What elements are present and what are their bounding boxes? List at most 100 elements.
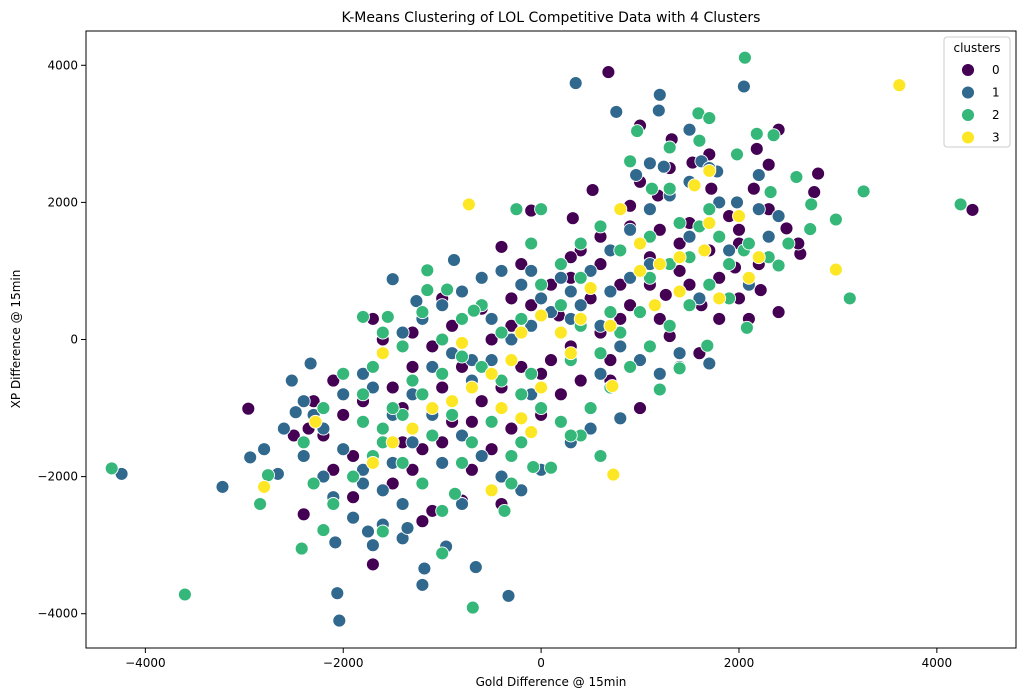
data-point-cluster-1	[652, 87, 667, 102]
x-tick-label: −4000	[125, 656, 166, 670]
data-point-cluster-0	[385, 476, 400, 491]
data-point-cluster-3	[534, 380, 549, 395]
data-point-cluster-2	[553, 414, 568, 429]
data-point-cluster-1	[514, 277, 529, 292]
data-point-cluster-2	[828, 212, 843, 227]
data-point-cluster-2	[700, 338, 715, 353]
data-point-cluster-1	[623, 222, 638, 237]
data-point-cluster-1	[583, 421, 598, 436]
data-point-cluster-1	[435, 455, 450, 470]
data-point-cluster-2	[524, 236, 539, 251]
data-point-cluster-3	[445, 394, 460, 409]
data-point-cluster-3	[892, 78, 907, 93]
x-tick-label: 0	[537, 656, 545, 670]
data-point-cluster-3	[534, 308, 549, 323]
data-point-cluster-2	[789, 170, 804, 184]
data-point-cluster-1	[328, 535, 343, 550]
data-point-cluster-3	[365, 455, 380, 470]
data-point-cluster-0	[504, 318, 519, 333]
data-point-cluster-1	[609, 104, 624, 119]
data-point-cluster-2	[573, 236, 588, 251]
data-point-cluster-3	[455, 335, 469, 350]
data-point-cluster-0	[613, 277, 628, 292]
data-point-cluster-2	[415, 305, 430, 320]
data-point-cluster-1	[296, 449, 311, 463]
data-point-cluster-0	[761, 157, 776, 172]
data-point-cluster-1	[672, 346, 687, 361]
data-point-cluster-2	[455, 455, 469, 470]
data-point-cluster-1	[395, 325, 410, 340]
data-point-cluster-0	[658, 287, 673, 302]
data-point-cluster-0	[514, 359, 529, 374]
data-point-cluster-1	[356, 476, 370, 491]
data-point-cluster-2	[395, 455, 410, 470]
data-point-cluster-2	[380, 309, 395, 324]
data-point-cluster-0	[484, 332, 499, 347]
data-point-cluster-3	[605, 379, 620, 394]
data-point-cluster-1	[730, 195, 744, 210]
data-point-cluster-1	[682, 122, 697, 137]
data-point-cluster-3	[385, 435, 400, 450]
chart-title: K-Means Clustering of LOL Competitive Da…	[342, 10, 761, 26]
x-tick-label: −2000	[323, 656, 364, 670]
data-point-cluster-3	[494, 401, 509, 416]
data-point-cluster-1	[400, 521, 415, 535]
data-point-cluster-2	[466, 303, 481, 318]
data-point-cluster-0	[484, 442, 499, 457]
data-point-cluster-1	[417, 561, 432, 576]
data-point-cluster-0	[965, 202, 980, 217]
data-point-cluster-1	[276, 421, 291, 436]
data-point-cluster-3	[687, 178, 702, 193]
data-point-cluster-1	[736, 79, 751, 94]
data-point-cluster-2	[763, 185, 778, 200]
data-point-cluster-2	[613, 243, 628, 258]
data-point-cluster-2	[662, 181, 677, 196]
data-point-cluster-0	[811, 166, 826, 181]
data-point-cluster-1	[603, 284, 618, 299]
legend-label-cluster-2: 2	[992, 108, 1000, 122]
data-point-cluster-2	[316, 401, 331, 416]
data-point-cluster-0	[585, 183, 600, 197]
data-point-cluster-2	[603, 305, 618, 320]
legend-label-cluster-3: 3	[992, 131, 1000, 145]
data-point-cluster-1	[712, 195, 727, 210]
data-point-cluster-2	[573, 270, 588, 285]
data-point-cluster-2	[296, 435, 311, 450]
data-point-cluster-3	[405, 421, 420, 436]
data-point-cluster-1	[435, 298, 450, 313]
data-point-cluster-1	[761, 229, 776, 244]
data-point-cluster-0	[445, 318, 460, 333]
data-point-cluster-1	[722, 243, 737, 258]
data-point-cluster-2	[526, 460, 541, 474]
data-point-cluster-3	[633, 236, 647, 251]
data-point-cluster-2	[104, 461, 119, 476]
data-point-cluster-0	[573, 373, 588, 388]
y-tick-label: −2000	[37, 470, 78, 484]
data-point-cluster-1	[484, 311, 499, 326]
data-point-cluster-1	[405, 435, 420, 450]
data-point-cluster-3	[257, 479, 272, 494]
data-point-cluster-0	[712, 270, 727, 285]
data-point-cluster-0	[704, 181, 719, 196]
data-point-cluster-2	[644, 181, 659, 196]
data-point-cluster-2	[375, 325, 390, 340]
data-point-cluster-2	[712, 229, 727, 244]
data-point-cluster-2	[593, 449, 608, 463]
data-point-cluster-1	[651, 103, 666, 118]
data-point-cluster-2	[306, 476, 321, 491]
data-point-cluster-1	[375, 483, 390, 498]
data-point-cluster-0	[807, 185, 822, 200]
data-point-cluster-3	[553, 325, 568, 340]
data-point-cluster-2	[692, 133, 707, 148]
data-point-cluster-3	[647, 298, 662, 313]
data-point-cluster-1	[365, 538, 380, 553]
data-point-cluster-1	[395, 497, 410, 511]
data-point-cluster-0	[672, 263, 687, 278]
legend-label-cluster-0: 0	[992, 63, 1000, 77]
data-point-cluster-0	[405, 462, 420, 477]
data-point-cluster-1	[336, 442, 351, 457]
data-point-cluster-2	[455, 349, 469, 364]
data-point-cluster-2	[544, 460, 558, 475]
data-point-cluster-0	[563, 250, 578, 265]
data-point-cluster-3	[484, 483, 499, 498]
